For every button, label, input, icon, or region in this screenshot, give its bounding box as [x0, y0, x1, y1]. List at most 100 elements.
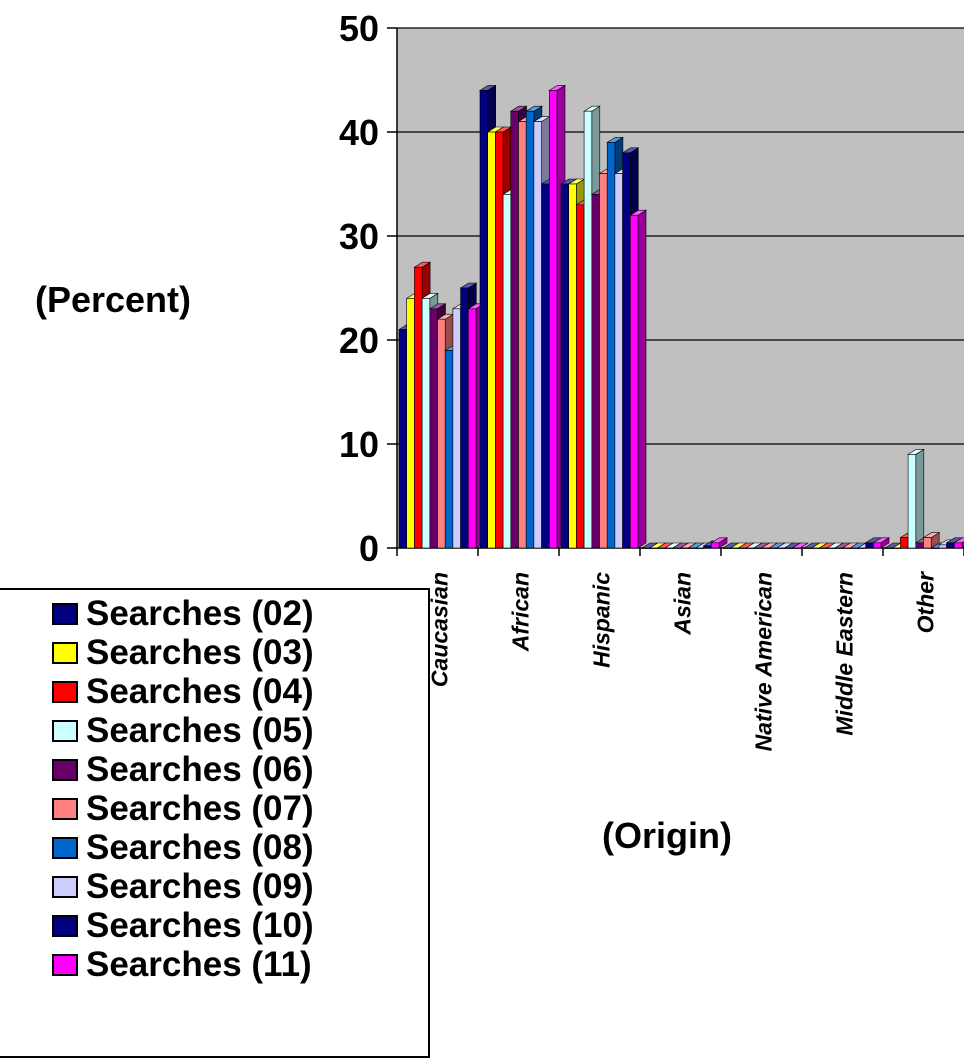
legend-item: Searches (04) [52, 672, 314, 711]
bar [583, 110, 593, 549]
bar [865, 542, 874, 549]
bar [502, 194, 512, 549]
bar [560, 183, 569, 549]
bar [576, 204, 585, 549]
legend-swatch [52, 954, 78, 976]
bar [753, 547, 762, 549]
bar [649, 547, 658, 549]
legend: Searches (02) Searches (03) Searches (04) S… [0, 588, 430, 1058]
bar [599, 173, 608, 549]
legend-item: Searches (09) [52, 867, 314, 906]
legend-item: Searches (02) [52, 594, 314, 633]
bar [657, 547, 666, 549]
bar [460, 287, 469, 549]
legend-item: Searches (03) [52, 633, 314, 672]
bar [510, 110, 519, 549]
bar [680, 547, 689, 549]
bar [738, 547, 747, 549]
bar [641, 547, 650, 549]
legend-swatch [52, 837, 78, 859]
bar [915, 542, 924, 549]
bar [487, 131, 496, 549]
bar [907, 454, 917, 549]
bar [872, 542, 882, 549]
legend-swatch [52, 603, 78, 625]
legend-swatch [52, 720, 78, 742]
bar [730, 547, 739, 549]
bar [776, 547, 785, 549]
bar [849, 547, 859, 549]
bar [900, 537, 909, 549]
bar [953, 542, 963, 549]
y-tick-label: 20 [339, 320, 379, 361]
bar [672, 547, 681, 549]
bar [541, 183, 550, 549]
legend-swatch [52, 798, 78, 820]
bar [811, 547, 820, 549]
bar [923, 537, 932, 549]
legend-item: Searches (06) [52, 750, 314, 789]
x-tick-label: African [508, 572, 534, 652]
bar-side [637, 209, 647, 549]
bar [687, 547, 697, 549]
x-axis-label: (Origin) [602, 815, 732, 856]
bar [784, 547, 793, 549]
legend-item: Searches (05) [52, 711, 314, 750]
bar [414, 266, 423, 549]
y-tick-label: 50 [339, 8, 379, 49]
x-tick-label: Caucasian [427, 572, 453, 687]
bar [568, 183, 577, 549]
legend-label: Searches (06) [86, 750, 314, 789]
legend-label: Searches (11) [86, 945, 312, 984]
bar [629, 214, 639, 549]
bar [398, 329, 407, 549]
bar [429, 308, 438, 549]
bar [826, 547, 836, 549]
legend-swatch [52, 876, 78, 898]
bar [745, 547, 755, 549]
bar [518, 121, 527, 549]
bar [479, 90, 488, 549]
bar [930, 547, 940, 549]
bar [946, 542, 955, 549]
legend-label: Searches (05) [86, 711, 314, 750]
bar [761, 547, 770, 549]
x-tick-label: Asian [670, 572, 696, 636]
bar [768, 547, 778, 549]
legend-label: Searches (03) [86, 633, 314, 672]
x-tick-label: Native American [751, 572, 777, 751]
x-tick-label: Hispanic [589, 572, 615, 668]
bar [452, 308, 461, 549]
legend-swatch [52, 759, 78, 781]
bar [421, 298, 431, 549]
y-tick-label: 30 [339, 216, 379, 257]
legend-item: Searches (07) [52, 789, 314, 828]
bar [710, 542, 720, 549]
y-tick-label: 0 [359, 528, 379, 569]
bar [406, 298, 415, 549]
bar [803, 547, 812, 549]
bar [533, 121, 542, 549]
legend-swatch [52, 681, 78, 703]
y-tick-label: 40 [339, 112, 379, 153]
y-axis-label: (Percent) [35, 279, 191, 320]
bar [892, 547, 901, 549]
legend-swatch [52, 642, 78, 664]
legend-item: Searches (10) [52, 906, 314, 945]
bar [614, 173, 623, 549]
legend-item: Searches (11) [52, 945, 312, 984]
legend-label: Searches (10) [86, 906, 314, 945]
bar [437, 318, 446, 549]
bar [819, 547, 828, 549]
legend-label: Searches (09) [86, 867, 314, 906]
legend-label: Searches (07) [86, 789, 314, 828]
x-tick-label: Other [913, 571, 939, 633]
bar [938, 544, 947, 549]
y-tick-label: 10 [339, 424, 379, 465]
bar [722, 547, 731, 549]
bar [591, 194, 600, 549]
legend-item: Searches (08) [52, 828, 314, 867]
legend-label: Searches (04) [86, 672, 314, 711]
bar [791, 547, 801, 549]
